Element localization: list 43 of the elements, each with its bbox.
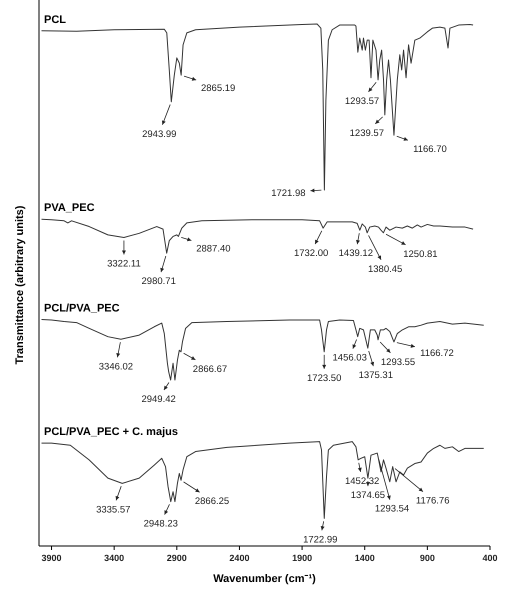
annotation: 1380.45	[368, 264, 402, 275]
annotation: 1374.65	[350, 490, 386, 502]
x-tick-label: 3400	[104, 553, 124, 564]
annotation: 2980.71	[142, 276, 176, 288]
x-tick-label: 1400	[354, 553, 375, 564]
annotation: 2948.23	[144, 518, 178, 530]
series-label: PVA_PEC	[44, 202, 95, 214]
y-axis-title: Transmittance (arbitrary units)	[14, 205, 26, 364]
annotation: 1721.98	[271, 188, 306, 199]
annotation: 2949.42	[141, 394, 176, 406]
annotation: 2943.99	[142, 128, 176, 140]
x-tick-label: 2900	[166, 553, 187, 564]
annotation: 1250.81	[403, 248, 438, 260]
annotation: 1723.50	[307, 372, 342, 384]
series-label: PCL	[44, 14, 66, 26]
x-tick-label: 1900	[292, 553, 312, 564]
annotation: 1166.70	[413, 144, 447, 156]
annotation: 3335.57	[96, 504, 130, 516]
annotation: 1456.03	[332, 352, 367, 364]
annotation: 2865.19	[200, 83, 236, 94]
annotation: 2866.25	[194, 496, 230, 508]
x-axis-title: Wavenumber (cm⁻¹)	[213, 573, 316, 585]
annotation: 1439.12	[338, 248, 373, 260]
annotation: 1722.99	[303, 534, 338, 546]
series-label: PCL/PVA_PEC	[44, 302, 120, 314]
annotation: 1732.00	[294, 248, 328, 260]
x-tick-label: 3900	[42, 553, 62, 564]
x-tick-label: 400	[482, 553, 498, 564]
annotation: 1239.57	[350, 128, 384, 139]
x-tick-label: 900	[420, 553, 435, 564]
annotation: 1452.32	[344, 476, 380, 487]
annotation: 1293.55	[380, 356, 416, 368]
annotation: 1166.72	[420, 348, 454, 359]
annotation: 1293.57	[344, 96, 380, 107]
x-tick-label: 2400	[229, 553, 250, 564]
annotation: 1293.54	[374, 504, 410, 515]
annotation: 3322.11	[107, 258, 141, 270]
series-label: PCL/PVA_PEC + C. majus	[44, 426, 178, 438]
annotation: 1375.31	[358, 370, 393, 382]
annotation: 2866.67	[192, 364, 228, 375]
annotation: 3346.02	[98, 361, 134, 372]
annotation: 1176.76	[416, 496, 450, 507]
annotation: 2887.40	[196, 243, 231, 254]
